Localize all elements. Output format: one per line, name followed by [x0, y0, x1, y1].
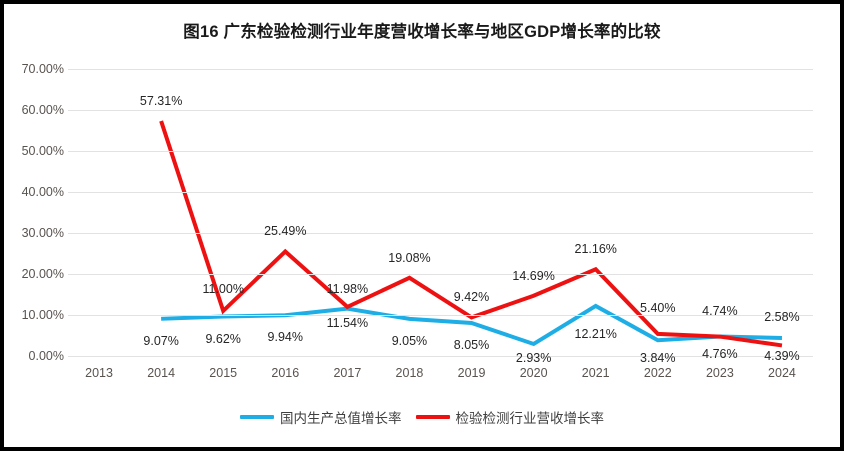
x-axis-tick-label: 2015 [209, 366, 238, 380]
x-axis-tick-label: 2013 [85, 366, 113, 380]
data-label: 25.49% [264, 224, 307, 239]
legend-label: 检验检测行业营收增长率 [455, 411, 605, 426]
data-label: 9.05% [391, 333, 428, 348]
x-axis-tick-label: 2014 [147, 366, 176, 380]
x-axis: 2013 2014 2015 2016 2017 2018 2019 2020 2021 2022… [68, 366, 813, 386]
data-label: 4.74% [702, 303, 738, 318]
x-axis-tick-label: 2016 [271, 366, 300, 380]
legend-label: 国内生产总值增长率 [280, 411, 402, 426]
data-label: 8.05% [453, 337, 490, 352]
data-label: 2.58% [764, 310, 800, 325]
gridline [68, 233, 813, 234]
y-axis-tick-label: 60.00% [21, 103, 64, 117]
x-axis-tick-label: 2024 [768, 366, 796, 380]
data-label: 11.98% [326, 281, 369, 296]
x-axis-tick-label: 2017 [333, 366, 362, 380]
x-axis-tick-label: 2022 [643, 366, 672, 380]
y-axis-tick-label: 50.00% [21, 144, 64, 158]
data-label: 4.76% [702, 347, 738, 362]
legend: 国内生产总值增长率 检验检测行业营收增长率 [4, 407, 840, 427]
legend-swatch [240, 415, 274, 419]
gridline [68, 110, 813, 111]
data-label: 11.00% [202, 281, 244, 296]
y-axis: 70.00% 60.00% 50.00% 40.00% 30.00% 20.00% 10.0… [4, 62, 64, 363]
legend-item[interactable]: 国内生产总值增长率 [240, 407, 402, 427]
data-label: 19.08% [388, 250, 431, 265]
data-label: 4.39% [764, 349, 800, 363]
gridline [68, 69, 813, 70]
x-axis-tick-label: 2018 [395, 366, 424, 380]
data-label: 5.40% [640, 300, 676, 315]
data-label: 9.42% [453, 290, 490, 305]
data-label: 57.31% [139, 94, 183, 109]
gridline [68, 356, 813, 357]
x-axis-tick-label: 2023 [705, 366, 734, 380]
y-axis-tick-label: 20.00% [21, 267, 64, 281]
gridline [68, 151, 813, 152]
data-label: 12.21% [574, 326, 617, 341]
data-label: 11.54% [326, 315, 369, 330]
data-label: 3.84% [640, 351, 676, 366]
series-line [159, 120, 783, 348]
data-label: 9.07% [143, 333, 179, 348]
gridline [68, 192, 813, 193]
y-axis-tick-label: 0.00% [28, 349, 64, 363]
page-title: 图16 广东检验检测行业年度营收增长率与地区GDP增长率的比较 [183, 23, 661, 41]
chart-figure: 图16 广东检验检测行业年度营收增长率与地区GDP增长率的比较 70.00% 60… [4, 4, 840, 447]
plot-area: 9.07% 9.62% 9.94% 11.54% 9.05% 8.05% 2.93% 12.2… [68, 64, 813, 365]
y-axis-tick-label: 10.00% [21, 308, 64, 322]
gridline [68, 315, 813, 316]
x-axis-tick-label: 2020 [519, 366, 548, 380]
data-label: 21.16% [574, 242, 617, 257]
data-label: 9.94% [267, 330, 304, 345]
gridline [68, 274, 813, 275]
y-axis-tick-label: 30.00% [21, 226, 64, 240]
data-label: 9.62% [205, 331, 241, 346]
y-axis-tick-label: 40.00% [21, 185, 64, 199]
data-label: 2.93% [515, 350, 552, 365]
legend-swatch [415, 415, 450, 419]
x-axis-tick-label: 2019 [457, 366, 486, 380]
x-axis-tick-label: 2021 [581, 366, 610, 380]
data-label: 14.69% [512, 268, 555, 283]
y-axis-tick-label: 70.00% [21, 62, 64, 76]
legend-item[interactable]: 检验检测行业营收增长率 [415, 407, 605, 427]
